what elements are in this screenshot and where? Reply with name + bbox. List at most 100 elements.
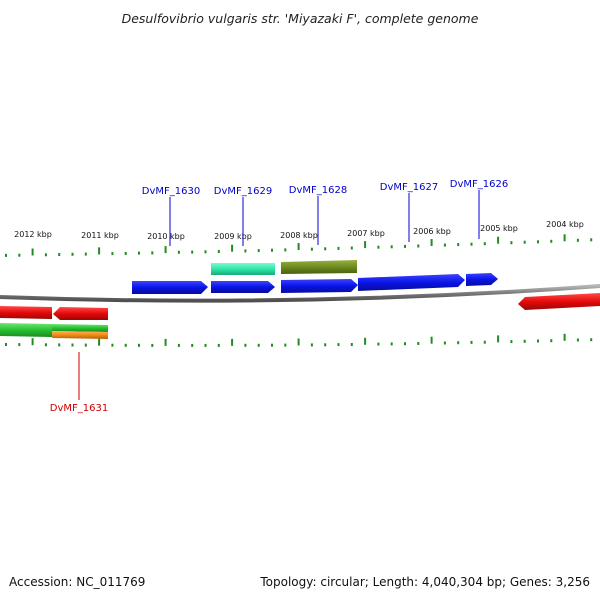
upper-tick-minor: [5, 253, 7, 257]
lower-tick-minor: [457, 341, 460, 345]
upper-tick-major: [430, 239, 433, 246]
upper-tick-minor: [550, 239, 553, 243]
lower-tick-minor: [44, 343, 47, 347]
lower-tick-major: [164, 338, 167, 346]
lower-tick-minor: [18, 343, 21, 347]
upper-tick-minor: [84, 252, 87, 256]
lower-tick-major: [231, 338, 234, 346]
upper-tick-major: [563, 234, 566, 242]
lower-tick-major: [98, 338, 101, 346]
lower-tick-minor: [124, 343, 127, 347]
upper-tick-minor: [390, 245, 393, 249]
lower-tick-minor: [324, 343, 327, 347]
upper-tick-minor: [310, 247, 313, 251]
gene-label-dvmf-1627[interactable]: DvMF_1627: [380, 182, 438, 193]
lower-tick-minor: [590, 338, 593, 342]
lower-tick-minor: [443, 341, 446, 345]
gene-label-dvmf-1626[interactable]: DvMF_1626: [450, 179, 508, 190]
gene-feature-green-mid[interactable]: [52, 324, 108, 332]
lower-tick-minor: [537, 339, 539, 343]
upper-tick-minor: [71, 252, 74, 256]
kbp-label-2009: 2009 kbp: [214, 232, 252, 241]
lower-tick-minor: [576, 338, 579, 342]
gene-feature-dvmf-1629[interactable]: [211, 281, 275, 293]
lower-tick-minor: [191, 343, 194, 347]
gene-labels: DvMF_1630 DvMF_1629 DvMF_1628 DvMF_1627 …: [50, 179, 508, 414]
gene-feature-dvmf-1628-rna[interactable]: [281, 260, 357, 274]
lower-tick-minor: [417, 342, 420, 345]
kbp-label-2006: 2006 kbp: [413, 227, 451, 236]
lower-tick-minor: [271, 343, 273, 347]
forward-strand-features: [132, 260, 498, 294]
lower-tick-minor: [377, 342, 380, 346]
lower-tick-minor: [404, 342, 406, 346]
lower-tick-major: [297, 338, 300, 346]
upper-tick-minor: [404, 244, 406, 248]
lower-tick-minor: [111, 343, 114, 347]
gene-feature-dvmf-1631[interactable]: [53, 307, 108, 320]
upper-tick-minor: [204, 250, 207, 254]
lower-tick-minor: [217, 343, 220, 347]
lower-tick-major: [430, 336, 433, 344]
lower-tick-minor: [204, 343, 207, 347]
lower-tick-major: [563, 333, 566, 341]
upper-tick-track: [5, 234, 593, 257]
gene-feature-green-left[interactable]: [0, 323, 52, 337]
lower-tick-major: [497, 335, 500, 343]
kbp-label-2012: 2012 kbp: [14, 230, 52, 239]
upper-tick-major: [164, 246, 167, 254]
lower-tick-minor: [84, 343, 87, 347]
lower-tick-major: [364, 337, 367, 345]
lower-tick-minor: [483, 340, 486, 344]
lower-tick-minor: [510, 340, 513, 344]
gene-label-dvmf-1631[interactable]: DvMF_1631: [50, 403, 108, 414]
gene-leader-lines: [78, 190, 480, 400]
upper-tick-minor: [244, 249, 247, 253]
genome-backbone: [0, 284, 600, 303]
upper-tick-minor: [350, 246, 353, 250]
kbp-label-2011: 2011 kbp: [81, 231, 119, 240]
lower-tick-minor: [550, 339, 553, 343]
gene-feature-dvmf-1628[interactable]: [281, 279, 358, 293]
lower-tick-minor: [5, 343, 7, 346]
accession-text: Accession: NC_011769: [9, 575, 145, 589]
lower-tick-minor: [310, 343, 313, 347]
upper-tick-minor: [377, 245, 380, 249]
reverse-strand-features: [0, 293, 600, 339]
kbp-label-2007: 2007 kbp: [347, 229, 385, 238]
gene-feature-orange[interactable]: [52, 331, 108, 339]
kbp-label-2005: 2005 kbp: [480, 224, 518, 233]
upper-tick-minor: [443, 243, 446, 247]
gene-label-dvmf-1629[interactable]: DvMF_1629: [214, 186, 272, 197]
gene-feature-dvmf-1627[interactable]: [358, 274, 465, 291]
gene-label-dvmf-1630[interactable]: DvMF_1630: [142, 186, 200, 197]
upper-tick-minor: [177, 250, 180, 254]
genome-summary-text: Topology: circular; Length: 4,040,304 bp…: [259, 575, 590, 589]
lower-tick-minor: [71, 343, 74, 347]
gene-label-dvmf-1628[interactable]: DvMF_1628: [289, 185, 347, 196]
map-title: Desulfovibrio vulgaris str. 'Miyazaki F'…: [122, 11, 479, 26]
lower-tick-track: [5, 333, 593, 347]
upper-tick-minor: [18, 253, 21, 257]
gene-feature-reverse-left-1[interactable]: [0, 306, 52, 319]
upper-tick-minor: [337, 246, 340, 250]
upper-tick-minor: [44, 253, 47, 257]
upper-tick-minor: [111, 252, 114, 256]
gene-feature-dvmf-1630[interactable]: [132, 281, 208, 294]
upper-tick-minor: [217, 250, 220, 253]
upper-tick-major: [31, 248, 34, 256]
upper-tick-minor: [151, 251, 154, 255]
kbp-label-2008: 2008 kbp: [280, 231, 318, 240]
upper-tick-minor: [457, 243, 460, 247]
gene-feature-dvmf-1626[interactable]: [466, 273, 498, 286]
upper-tick-minor: [576, 238, 579, 242]
gene-feature-reverse-right[interactable]: [518, 293, 600, 310]
lower-tick-minor: [151, 343, 154, 347]
upper-tick-minor: [138, 251, 140, 255]
upper-tick-minor: [590, 238, 593, 242]
gene-feature-dvmf-1629-rna[interactable]: [211, 263, 275, 275]
upper-tick-major: [231, 244, 234, 252]
upper-tick-minor: [284, 248, 287, 252]
lower-tick-minor: [257, 343, 260, 347]
